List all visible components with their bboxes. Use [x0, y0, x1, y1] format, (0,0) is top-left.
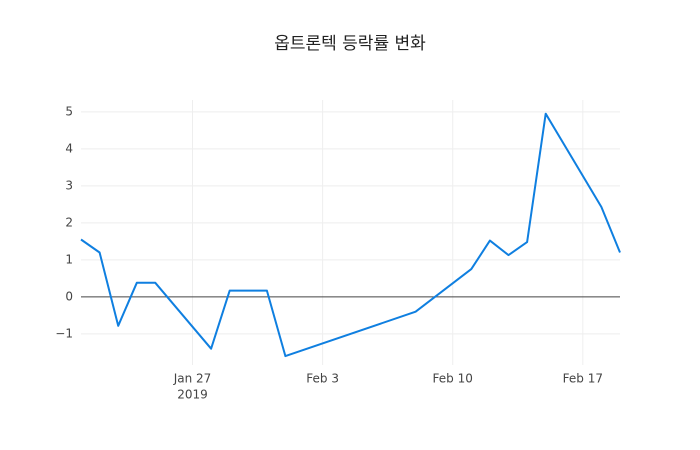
y-tick-label: 1 — [65, 252, 73, 266]
y-tick-label: 4 — [65, 141, 73, 155]
x-tick-label: Jan 27 — [173, 372, 212, 386]
x-tick-label: Feb 3 — [306, 372, 339, 386]
x-tick-label: Feb 17 — [563, 372, 603, 386]
y-tick-label: 3 — [65, 178, 73, 192]
y-tick-label: −1 — [55, 326, 73, 340]
y-tick-label: 2 — [65, 215, 73, 229]
chart-title: 옵트론텍 등락률 변화 — [274, 34, 426, 54]
line — [80, 112, 621, 358]
x-tick-year: 2019 — [177, 388, 208, 402]
x-tick-label: Feb 10 — [433, 372, 473, 386]
y-tick-label: 5 — [65, 104, 73, 118]
y-tick-label: 0 — [65, 289, 73, 303]
